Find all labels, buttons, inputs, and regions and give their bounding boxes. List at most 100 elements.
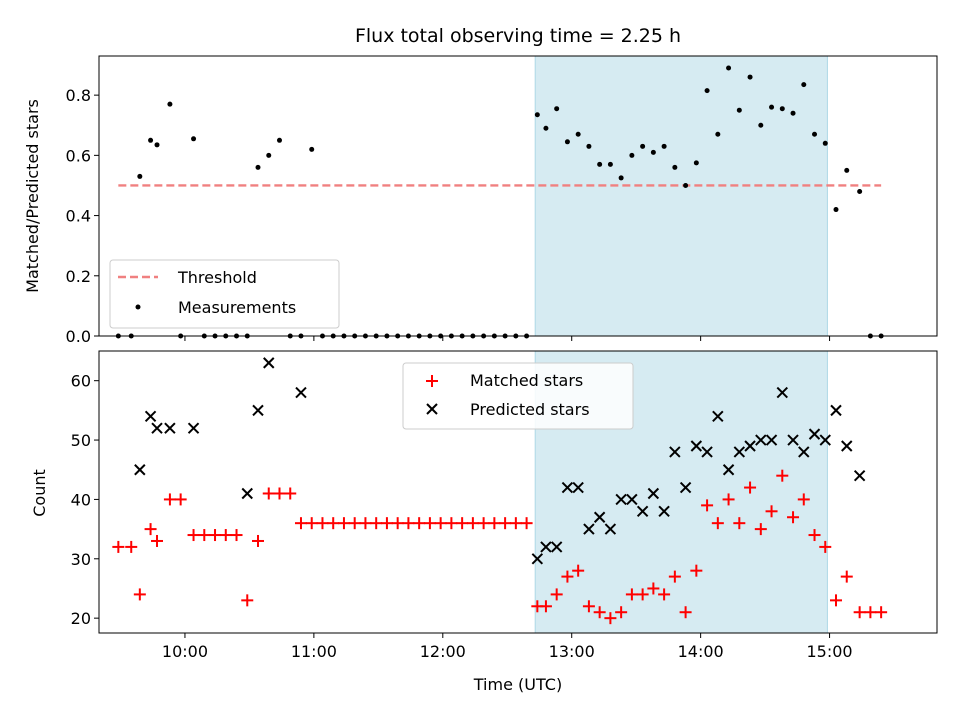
predicted-point <box>164 422 176 434</box>
measurement-point <box>650 149 656 155</box>
predicted-point <box>263 357 275 369</box>
y-tick-label: 0.2 <box>66 267 91 286</box>
measurement-point <box>575 131 581 137</box>
bottom-y-axis-label: Count <box>30 469 49 517</box>
matched-point <box>187 529 200 542</box>
matched-point <box>112 540 125 553</box>
matched-point <box>241 594 254 607</box>
predicted-point-b <box>690 440 703 452</box>
predicted-point <box>604 523 617 535</box>
y-tick-label: 40 <box>71 490 91 509</box>
predicted-point <box>830 404 842 417</box>
x-tick-label: 13:00 <box>549 642 595 661</box>
predicted-point <box>241 487 253 500</box>
matched-point <box>348 517 361 530</box>
matched-point <box>466 517 479 530</box>
matched-point <box>488 517 501 530</box>
matched-point <box>840 570 853 583</box>
predicted-point <box>540 541 552 553</box>
measurement-point <box>683 182 689 188</box>
predicted-point-b <box>583 523 595 535</box>
matched-point <box>230 529 243 542</box>
predicted-point-b <box>540 541 552 553</box>
measurement-point <box>769 104 775 110</box>
legend-predicted-label: Predicted stars <box>470 400 590 419</box>
predicted-point-b <box>808 428 821 440</box>
y-tick-label: 60 <box>71 372 91 391</box>
predicted-point-b <box>853 469 866 482</box>
bottom-legend-box <box>402 362 634 430</box>
matched-point <box>615 606 628 619</box>
predicted-point <box>841 440 853 452</box>
matched-point <box>875 606 888 619</box>
x-tick-label: 10:00 <box>162 642 208 661</box>
predicted-point <box>144 410 157 423</box>
predicted-point <box>531 553 544 565</box>
x-tick-label: 11:00 <box>291 642 337 661</box>
measurement-point <box>640 143 646 149</box>
matched-point <box>593 606 606 619</box>
measurement-point <box>543 125 549 131</box>
predicted-point <box>819 434 831 446</box>
predicted-point-b <box>787 434 799 446</box>
predicted-point <box>733 446 746 458</box>
measurement-point <box>534 112 540 118</box>
measurement-point <box>276 137 282 143</box>
predicted-point <box>252 404 264 417</box>
matched-point <box>305 517 318 530</box>
matched-point <box>830 594 843 607</box>
matched-point <box>550 588 563 601</box>
predicted-point <box>561 481 574 494</box>
predicted-point-b <box>636 505 649 518</box>
predicted-point <box>295 386 307 399</box>
predicted-point <box>669 446 681 458</box>
measurement-point <box>191 136 197 142</box>
measurement-point <box>554 106 560 112</box>
measurement-point <box>672 164 678 170</box>
matched-point <box>636 588 649 601</box>
matched-point <box>797 493 810 506</box>
measurement-point <box>790 110 796 116</box>
predicted-point-b <box>679 481 692 494</box>
measurement-point <box>844 167 850 173</box>
matched-point <box>853 606 866 619</box>
predicted-point-b <box>841 440 853 452</box>
axes-frame <box>98 55 938 337</box>
measurement-point <box>597 161 603 167</box>
predicted-point <box>583 523 595 535</box>
predicted-point <box>744 440 756 452</box>
matched-point <box>582 600 595 613</box>
matched-point <box>209 529 222 542</box>
axes-frame <box>98 350 938 634</box>
matched-point <box>125 540 138 553</box>
predicted-point-b <box>164 422 176 434</box>
y-tick-label: 50 <box>71 431 91 450</box>
matched-point <box>711 517 724 530</box>
predicted-point <box>134 464 146 476</box>
measurement-point <box>629 152 635 158</box>
measurement-point <box>693 160 699 166</box>
predicted-point <box>593 511 606 523</box>
predicted-point <box>690 440 703 452</box>
top-legend: Threshold Measurements <box>109 259 340 329</box>
predicted-point-b <box>615 493 627 506</box>
series-matched-stars <box>112 469 888 625</box>
x-tick-label: 14:00 <box>678 642 724 661</box>
predicted-point-b <box>626 493 638 506</box>
matched-point <box>808 529 821 542</box>
predicted-point-b <box>572 481 584 494</box>
matched-point <box>787 511 800 524</box>
matched-point <box>423 517 436 530</box>
predicted-point <box>647 487 660 500</box>
x-tick-label: 15:00 <box>807 642 853 661</box>
matched-point <box>219 529 232 542</box>
matched-point <box>359 517 372 530</box>
matched-point <box>284 487 297 500</box>
predicted-point <box>151 422 163 434</box>
predicted-point-b <box>151 422 163 434</box>
measurement-point <box>618 175 624 181</box>
matched-point <box>539 600 552 613</box>
matched-point <box>572 564 585 577</box>
matched-point <box>456 517 469 530</box>
